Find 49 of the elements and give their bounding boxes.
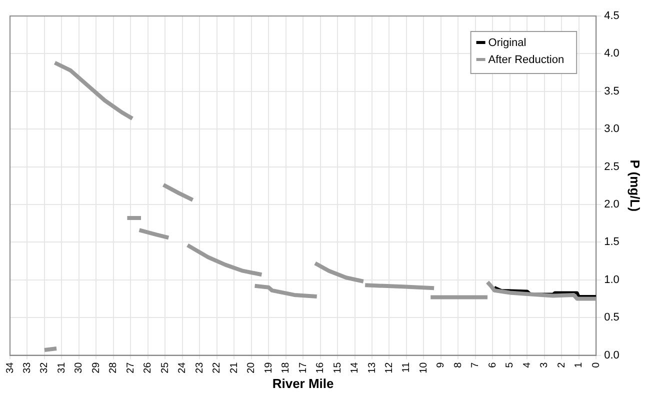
x-tick-label: 1 <box>574 362 585 368</box>
x-tick-label: 23 <box>194 362 206 374</box>
y-tick-label: 3.5 <box>604 85 620 98</box>
x-tick-label: 20 <box>246 362 258 374</box>
x-tick-label: 10 <box>418 362 430 374</box>
x-tick-label: 15 <box>332 362 344 374</box>
x-tick-label: 27 <box>125 362 136 374</box>
y-tick-label: 0.0 <box>604 349 620 362</box>
x-tick-label: 22 <box>212 362 223 374</box>
x-tick-label: 24 <box>177 362 188 374</box>
y-tick-label: 2.0 <box>604 198 620 211</box>
x-tick-label: 14 <box>350 362 361 374</box>
x-tick-label: 26 <box>142 362 154 374</box>
x-tick-label: 32 <box>39 362 50 374</box>
x-tick-label: 7 <box>470 362 482 368</box>
x-tick-label: 30 <box>74 362 85 374</box>
x-tick-label: 12 <box>384 362 395 374</box>
x-tick-label: 17 <box>298 362 309 374</box>
y-tick-label: 0.5 <box>604 312 620 324</box>
x-tick-label: 28 <box>108 362 120 374</box>
x-tick-label: 13 <box>366 362 378 374</box>
x-tick-label: 19 <box>263 362 274 374</box>
x-tick-label: 25 <box>160 362 171 374</box>
x-axis-title: River Mile <box>272 376 334 391</box>
x-tick-label: 0 <box>590 362 602 368</box>
x-tick-label: 21 <box>228 362 240 374</box>
y-tick-label: 4.5 <box>604 10 620 22</box>
y-tick-label: 1.5 <box>604 236 620 248</box>
x-tick-label: 11 <box>401 362 412 373</box>
y-tick-label: 4.0 <box>604 48 620 60</box>
x-tick-label: 9 <box>436 362 447 368</box>
x-tick-label: 18 <box>280 362 292 374</box>
legend-label: Original <box>488 37 526 50</box>
x-tick-label: 34 <box>4 362 16 374</box>
x-tick-label: 2 <box>556 362 568 368</box>
y-tick-label: 3.0 <box>604 123 620 136</box>
y-tick-label: 1.0 <box>604 274 620 286</box>
y-tick-label: 2.5 <box>604 160 620 173</box>
x-tick-label: 5 <box>504 362 516 368</box>
x-tick-label: 33 <box>22 362 33 374</box>
x-tick-label: 8 <box>452 362 464 368</box>
x-tick-label: 29 <box>90 362 102 374</box>
x-tick-label: 3 <box>539 362 550 368</box>
x-tick-label: 6 <box>487 362 498 368</box>
y-axis-title: P (mg/L) <box>628 160 643 212</box>
x-tick-label: 31 <box>56 362 68 374</box>
x-tick-label: 16 <box>315 362 326 374</box>
legend-label: After Reduction <box>488 54 564 66</box>
x-tick-label: 4 <box>522 362 533 368</box>
